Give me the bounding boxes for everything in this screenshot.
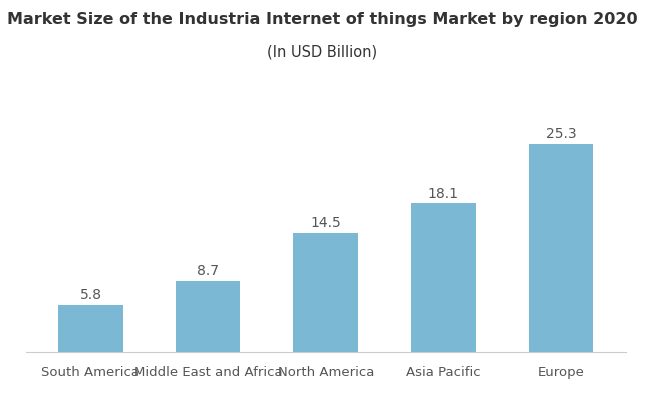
Text: 14.5: 14.5 [310, 216, 341, 230]
Bar [58, 305, 123, 352]
Text: 18.1: 18.1 [428, 187, 459, 201]
Bar [529, 144, 593, 352]
Text: 5.8: 5.8 [79, 288, 101, 302]
Text: 8.7: 8.7 [197, 264, 219, 278]
Bar [175, 281, 241, 352]
Bar [411, 203, 476, 352]
Text: 25.3: 25.3 [546, 128, 576, 141]
Text: Market Size of the Industria Internet of things Market by region 2020: Market Size of the Industria Internet of… [7, 12, 638, 27]
Text: (In USD Billion): (In USD Billion) [268, 45, 377, 60]
Bar [293, 233, 358, 352]
